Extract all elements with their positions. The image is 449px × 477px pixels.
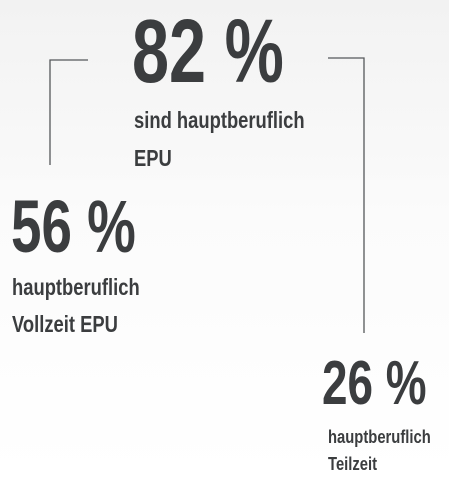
stat-value: 82 % [132, 0, 284, 101]
stat-label: sind hauptberuflich EPU [134, 108, 305, 171]
stat-label-line: Vollzeit EPU [12, 312, 118, 337]
left-bracket [49, 59, 88, 165]
stat-label-line: EPU [134, 146, 172, 171]
stat-label: hauptberuflich Teilzeit [328, 426, 431, 474]
stat-label-line: hauptberuflich [12, 275, 140, 300]
stat-group: 56 % [11, 185, 136, 268]
stat-value: 26 % [322, 348, 427, 417]
stat-label-line: Teilzeit [328, 453, 377, 474]
stat-label: hauptberuflich Vollzeit EPU [12, 275, 140, 337]
stat-value: 56 % [11, 185, 136, 268]
stat-group: 26 % [322, 348, 427, 417]
stat-label-line: hauptberuflich [328, 426, 431, 447]
stat-group: 82 % [132, 0, 284, 101]
right-bracket [328, 57, 365, 333]
stat-label-line: sind hauptberuflich [134, 108, 305, 133]
